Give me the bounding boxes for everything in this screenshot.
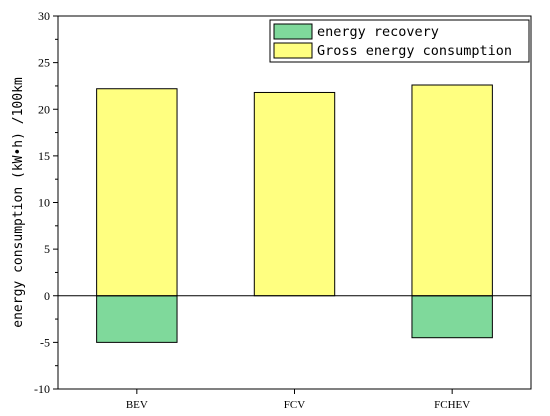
legend-swatch <box>273 23 313 40</box>
y-tick-label: -10 <box>34 382 50 396</box>
y-tick-label: 0 <box>44 289 50 303</box>
y-tick-label: 15 <box>38 149 50 163</box>
y-axis: -10 -5 0 5 10 15 20 25 30 <box>34 9 58 396</box>
y-tick-label: -5 <box>40 335 50 349</box>
y-tick-label: 30 <box>38 9 50 23</box>
bar-fchev-series-1 <box>411 84 493 297</box>
legend: energy recovery Gross energy consumption <box>269 19 530 63</box>
bar-bev-series-0 <box>96 295 178 343</box>
x-tick-label: FCHEV <box>434 399 470 411</box>
bar-fchev-series-0 <box>411 295 493 339</box>
legend-box <box>269 19 530 63</box>
y-tick-label: 25 <box>38 56 50 70</box>
legend-label: energy recovery <box>317 24 439 40</box>
bar-fcv-series-1 <box>253 91 336 297</box>
legend-label: Gross energy consumption <box>317 43 512 59</box>
y-tick-label: 20 <box>38 102 50 116</box>
y-tick-label: 10 <box>38 196 50 210</box>
x-tick-label: FCV <box>284 399 305 411</box>
x-tick-label: BEV <box>126 399 148 411</box>
bar-bev-series-1 <box>96 88 178 297</box>
bars-layer <box>96 84 493 343</box>
x-axis: BEV FCV FCHEV <box>126 389 470 411</box>
legend-swatch <box>273 42 313 59</box>
y-tick-label: 5 <box>44 242 50 256</box>
y-axis-title: energy consumption (kW•h) /100km <box>11 77 26 328</box>
